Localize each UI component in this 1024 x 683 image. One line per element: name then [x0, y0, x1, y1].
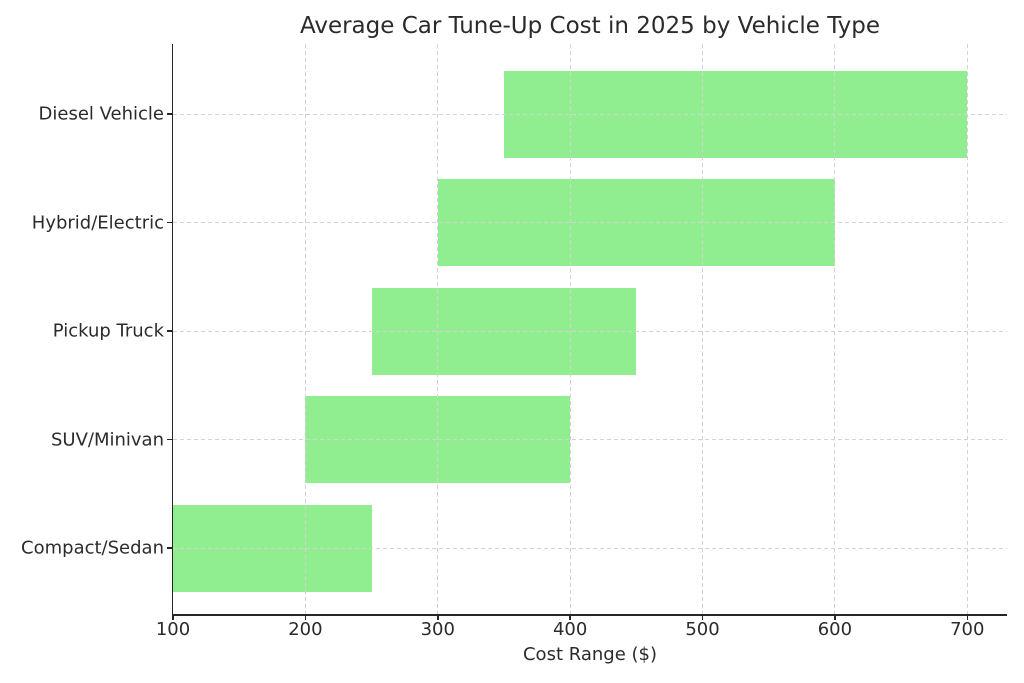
gridline-vertical	[569, 44, 571, 614]
gridline-vertical	[966, 44, 968, 614]
y-tick	[166, 547, 172, 549]
plot-area: 100 200 300 400 500 600 700 Diesel Vehicle Hybri…	[21, 44, 1007, 640]
gridline-vertical	[834, 44, 836, 614]
x-tick	[834, 615, 836, 620]
y-category-label-diesel-vehicle: Diesel Vehicle	[38, 103, 164, 125]
gridline-horizontal	[173, 330, 1007, 332]
x-tick	[172, 615, 174, 620]
x-axis-line	[171, 614, 1007, 616]
x-tick	[304, 615, 307, 620]
y-category-label-hybrid-electric: Hybrid/Electric	[31, 212, 164, 233]
gridline-horizontal	[173, 547, 1007, 549]
gridline-horizontal	[173, 439, 1007, 440]
gridline-horizontal	[173, 222, 1007, 223]
y-tick	[166, 438, 172, 441]
gridline-horizontal	[173, 113, 1007, 115]
x-tick-label: 200	[288, 619, 323, 640]
x-tick-label: 500	[685, 619, 720, 640]
y-category-label-compact-sedan: Compact/Sedan	[21, 537, 164, 559]
x-tick-label: 300	[420, 619, 455, 640]
y-category-label-pickup-truck: Pickup Truck	[52, 320, 164, 342]
x-axis-label: Cost Range ($)	[522, 644, 657, 665]
x-tick	[701, 615, 704, 620]
gridline-vertical	[702, 44, 704, 614]
x-tick	[966, 615, 969, 620]
y-category-label-suv-minivan: SUV/Minivan	[50, 429, 164, 450]
gridline-vertical	[437, 44, 439, 614]
chart-title: Average Car Tune-Up Cost in 2025 by Vehi…	[299, 13, 881, 39]
gridline-vertical	[304, 44, 306, 614]
y-tick	[166, 113, 172, 115]
x-tick	[437, 615, 439, 620]
x-tick-label: 400	[552, 619, 588, 640]
x-tick-label: 100	[155, 619, 191, 640]
y-axis-line	[171, 44, 173, 616]
y-tick	[166, 221, 172, 224]
x-tick	[569, 615, 571, 620]
y-tick	[166, 330, 172, 332]
x-tick-label: 600	[817, 619, 853, 640]
x-tick-label: 700	[950, 619, 985, 640]
